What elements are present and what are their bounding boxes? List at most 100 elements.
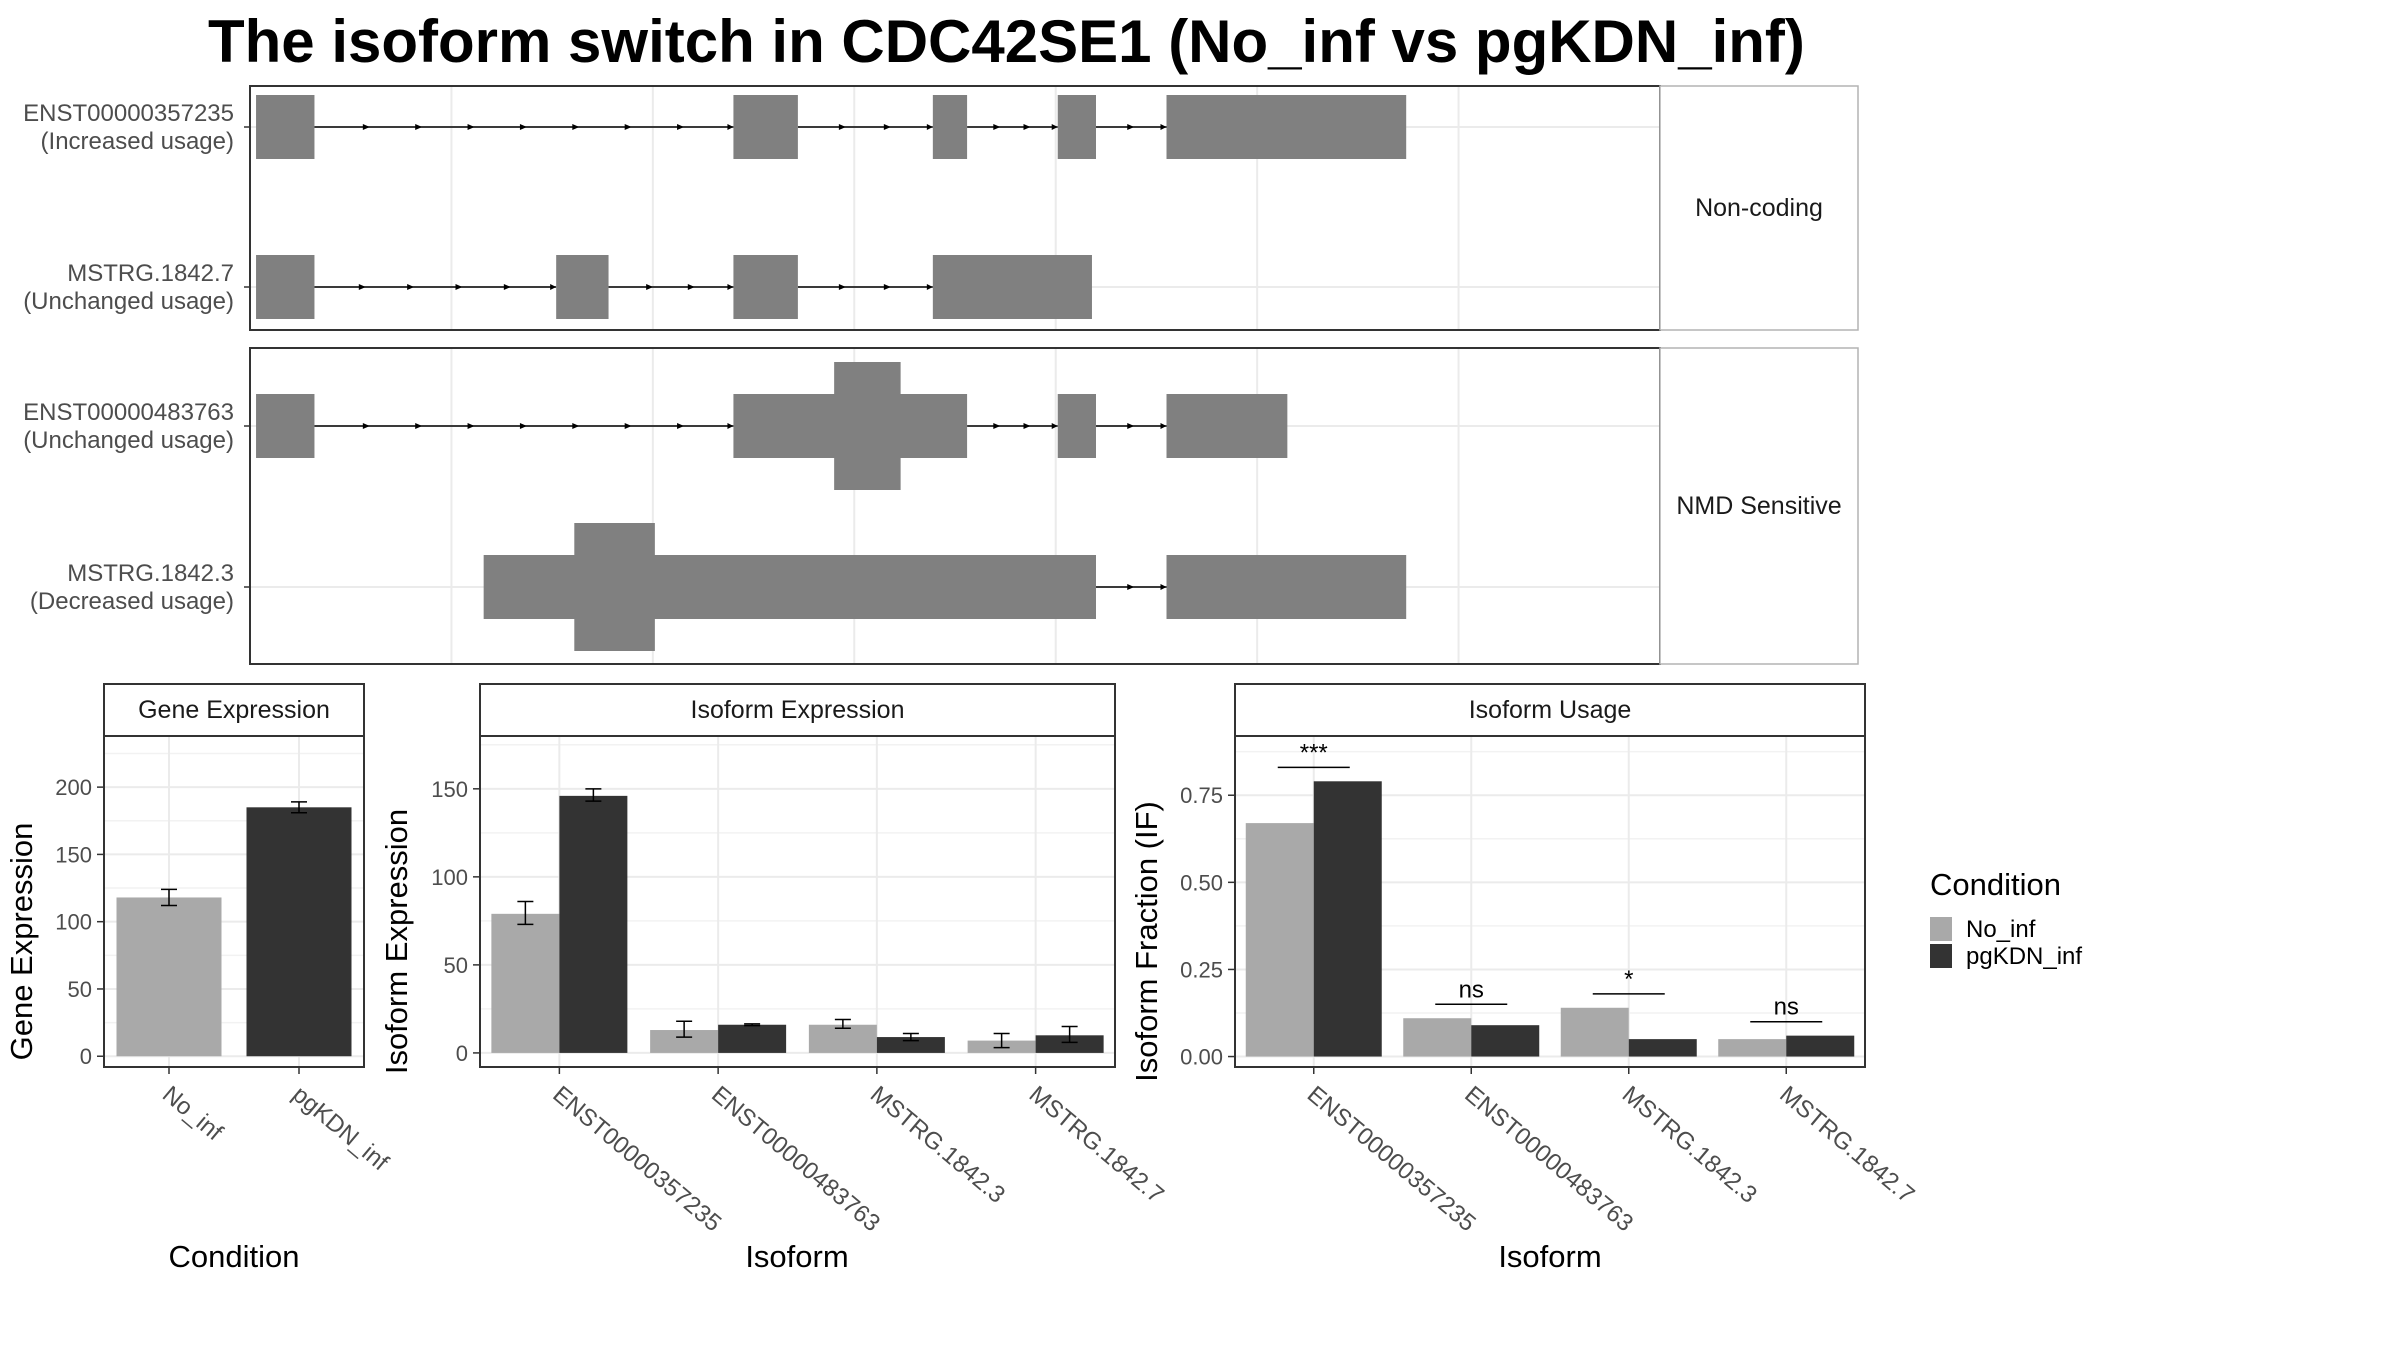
intron-arrow [467, 423, 475, 429]
intron-arrow [646, 284, 654, 290]
exon [932, 255, 1092, 319]
intron-arrow [727, 423, 734, 429]
figure-title: The isoform switch in CDC42SE1 (No_inf v… [208, 8, 1805, 75]
x-tick-label: MSTRG.1842.3 [865, 1081, 1010, 1209]
bar-mstrg-1842-3-no-inf [1560, 1007, 1629, 1057]
exon [256, 394, 315, 458]
intron-arrow [1127, 124, 1135, 130]
y-tick-label: 0.00 [1180, 1045, 1223, 1070]
isoform-usage-label: (Increased usage) [41, 128, 234, 155]
intron-arrow [1051, 124, 1058, 130]
bar-mstrg-1842-7-pgkdn-inf [1786, 1035, 1855, 1057]
bar-mstrg-1842-3-pgkdn-inf [1628, 1039, 1697, 1057]
y-axis-title: Gene Expression [4, 823, 39, 1061]
bar-enst00000483763-pgkdn-inf [1471, 1025, 1540, 1057]
intron-arrow [1051, 423, 1058, 429]
y-tick-label: 200 [55, 775, 92, 800]
intron-arrow [883, 124, 891, 130]
intron-arrow [572, 124, 580, 130]
intron-arrow [362, 423, 370, 429]
intron-arrow [1023, 124, 1031, 130]
exon [1166, 555, 1407, 619]
intron-arrow [1160, 124, 1167, 130]
isoform-id-label: ENST00000483763 [23, 399, 234, 426]
intron-arrow [1127, 584, 1135, 590]
intron-arrow [926, 124, 933, 130]
y-tick-label: 50 [444, 953, 468, 978]
intron-arrow [1127, 423, 1135, 429]
y-tick-label: 150 [431, 777, 468, 802]
isoform-id-label: MSTRG.1842.7 [67, 260, 234, 287]
error-bar [834, 1018, 851, 1030]
panel-title: Gene Expression [138, 696, 330, 724]
x-tick-label: ENST00000483763 [1459, 1081, 1638, 1237]
bar-no-inf [116, 897, 222, 1057]
panel-strip [103, 683, 365, 737]
error-bar [993, 1032, 1010, 1049]
facet-strip [1659, 85, 1859, 331]
y-tick-label: 0.25 [1180, 957, 1223, 982]
intron-arrow [926, 284, 933, 290]
bar-enst00000483763-no-inf [1403, 1018, 1472, 1057]
intron-arrow [550, 284, 557, 290]
intron-arrow [467, 124, 475, 130]
y-tick-label: 0.50 [1180, 870, 1223, 895]
x-tick-label: MSTRG.1842.7 [1774, 1081, 1919, 1209]
exon [1057, 95, 1096, 159]
x-axis-title: Isoform [745, 1239, 848, 1274]
significance-label: *** [1300, 739, 1328, 766]
bar-mstrg-1842-7-pgkdn-inf [1035, 1035, 1104, 1053]
isoform-id-label: ENST00000357235 [23, 100, 234, 127]
x-tick-label: ENST00000483763 [706, 1081, 885, 1237]
legend-key-pgkdn-inf [1930, 944, 1952, 968]
bar-enst00000483763-no-inf [650, 1030, 719, 1053]
x-tick-label: ENST00000357235 [1302, 1081, 1481, 1237]
intron-arrow [455, 284, 463, 290]
bar-mstrg-1842-7-no-inf [1718, 1039, 1787, 1057]
significance-label: ns [1774, 994, 1799, 1021]
isoform-usage-label: (Unchanged usage) [23, 427, 234, 454]
x-tick-label: ENST00000357235 [548, 1081, 727, 1237]
intron-arrow [572, 423, 580, 429]
panel-gene-expression: 0 50 100 150 200 Gene Expression No_inf pgKDN_i… [4, 683, 394, 1274]
bar-pgkdn-inf [246, 807, 352, 1057]
isoform-enst00000357235: ENST00000357235(Increased usage) [23, 95, 1407, 159]
intron-arrow [415, 124, 423, 130]
isoform-id-label: MSTRG.1842.3 [67, 560, 234, 587]
bar-chart-panels: 0 50 100 150 200 Gene Expression No_inf pgKDN_i… [4, 683, 1919, 1274]
intron-arrow [624, 124, 632, 130]
isoform-usage-label: (Unchanged usage) [23, 288, 234, 315]
structure-facet-non-coding: ENST00000357235(Increased usage) MSTRG.18… [23, 85, 1859, 331]
error-bar [676, 1020, 693, 1038]
exon [556, 255, 609, 319]
bar-mstrg-1842-3-no-inf [808, 1024, 877, 1053]
legend: Condition No_inf pgKDN_inf [1930, 867, 2082, 970]
bar-mstrg-1842-3-pgkdn-inf [876, 1037, 945, 1053]
intron-arrow [727, 124, 734, 130]
panel-title: Isoform Expression [691, 696, 905, 724]
intron-arrow [838, 124, 846, 130]
structure-facet-nmd-sensitive: ENST00000483763(Unchanged usage) MSTRG.18… [23, 347, 1859, 665]
exon [1057, 394, 1096, 458]
significance-label: * [1624, 966, 1633, 993]
y-tick-label: 0 [80, 1044, 92, 1069]
error-bar [585, 788, 602, 802]
intron-arrow [993, 124, 1001, 130]
exon [256, 95, 315, 159]
cds-region [574, 523, 655, 651]
intron-arrow [1023, 423, 1031, 429]
x-tick-label: pgKDN_inf [287, 1081, 394, 1177]
facet-strip [1659, 347, 1859, 665]
y-tick-label: 0.75 [1180, 783, 1223, 808]
x-tick-label: No_inf [157, 1081, 228, 1146]
panel-isoform-expression: 0 50 100 150 Isoform Expression ENST000003572… [379, 683, 1169, 1274]
y-tick-label: 0 [456, 1041, 468, 1066]
intron-arrow [677, 124, 685, 130]
exon [733, 95, 798, 159]
cds-region [834, 362, 901, 490]
legend-label-no-inf: No_inf [1966, 916, 2036, 943]
bar-enst00000357235-no-inf [491, 913, 560, 1053]
error-bar [291, 801, 307, 814]
exon [1166, 95, 1407, 159]
